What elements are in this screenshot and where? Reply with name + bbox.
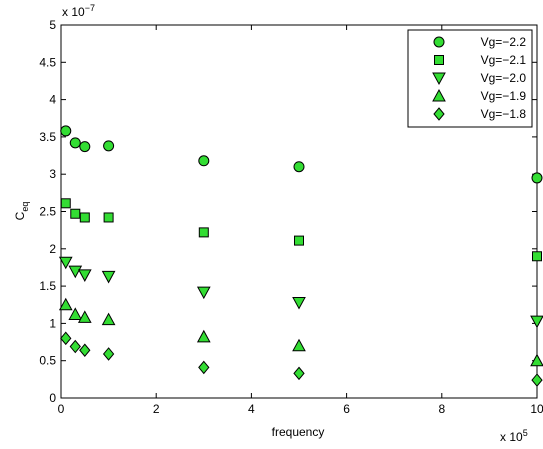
data-point-circle [103, 140, 115, 152]
y-tick-label: 3 [49, 167, 56, 181]
x-tick-label: 10 [530, 402, 543, 416]
y-axis-label-main: C [13, 211, 27, 220]
y-tick-label: 5 [49, 18, 56, 32]
data-point-triangle-down [68, 265, 83, 279]
data-point-triangle-up [196, 329, 211, 343]
series-5 [60, 331, 543, 387]
y-tick-label: 0 [49, 391, 56, 405]
data-point-circle [531, 172, 543, 184]
legend-entry-label: Vg=−1.8 [481, 107, 527, 121]
y-tick-label: 0.5 [39, 354, 56, 368]
data-point-square [294, 235, 304, 246]
series-4 [58, 297, 543, 367]
data-point-diamond [531, 373, 543, 387]
data-point-triangle-up [292, 338, 306, 352]
legend-box [407, 29, 533, 128]
y-tick-label: 1 [49, 316, 56, 330]
legend-marker-diamond [433, 107, 445, 121]
x-axis-label: frequency [272, 425, 325, 439]
x-tick-label: 2 [153, 402, 160, 416]
data-point-triangle-up [77, 310, 92, 323]
legend-entry-label: Vg=−2.0 [481, 71, 527, 85]
data-point-triangle-down [292, 297, 306, 310]
data-point-diamond [79, 343, 91, 358]
axis-labels: frequency Ceq x 10−7 x 105 [13, 3, 528, 444]
data-point-diamond [60, 331, 72, 346]
legend-entry-label: Vg=−1.9 [481, 89, 527, 103]
x-tick-label: 8 [438, 402, 445, 416]
y-tick-label: 3.5 [39, 130, 56, 144]
legend-marker-triangle-up [432, 88, 446, 102]
series-2 [60, 198, 542, 262]
y-tick-label: 4 [49, 93, 56, 107]
x-tick-label: 0 [58, 402, 65, 416]
y-tick-label: 2.5 [39, 205, 56, 219]
data-point-circle [69, 137, 81, 149]
y-multiplier: x 10−7 [62, 3, 95, 19]
data-point-square [198, 227, 209, 238]
legend-entry-label: Vg=−2.2 [481, 35, 527, 49]
legend-marker-square [434, 55, 444, 65]
legend: Vg=−2.2 Vg=−2.1 Vg=−2.0 Vg=−1.9 Vg=−1.8 [407, 29, 533, 128]
y-multiplier-exp: −7 [85, 3, 95, 13]
x-multiplier-exp: 5 [523, 428, 528, 438]
y-axis-label-sub: eq [20, 202, 30, 212]
data-point-triangle-up [58, 297, 73, 311]
data-point-circle [79, 141, 91, 153]
data-point-diamond [102, 347, 115, 361]
x-multiplier-base: x 10 [500, 430, 523, 444]
legend-marker-triangle-down [432, 72, 446, 86]
data-point-circle [60, 125, 72, 137]
data-markers [58, 125, 543, 387]
data-point-diamond [293, 366, 305, 381]
data-point-diamond [198, 360, 210, 375]
series-3 [58, 256, 543, 329]
data-point-triangle-up [530, 353, 543, 367]
data-point-triangle-down [196, 286, 211, 300]
legend-marker-circle [433, 36, 445, 48]
y-axis-label: Ceq [13, 202, 30, 221]
y-multiplier-base: x 10 [62, 5, 85, 19]
data-point-triangle-down [58, 256, 73, 270]
x-tick-label: 6 [343, 402, 350, 416]
series-1 [60, 125, 543, 184]
x-multiplier: x 105 [500, 428, 528, 444]
y-tick-label: 4.5 [39, 55, 56, 69]
data-point-square [103, 212, 114, 223]
axis-ticks: 0 2 4 6 8 10 0 0.5 1 1.5 2 2.5 3 3.5 4 4.5 5 [39, 18, 543, 416]
data-point-triangle-down [530, 315, 543, 329]
x-tick-label: 4 [248, 402, 255, 416]
legend-entry-label: Vg=−2.1 [481, 53, 527, 67]
data-point-triangle-down [101, 270, 116, 284]
data-point-circle [293, 161, 305, 173]
data-point-square [60, 198, 71, 209]
data-point-triangle-up [68, 307, 83, 320]
y-tick-label: 2 [49, 242, 56, 256]
data-point-triangle-down [77, 269, 92, 282]
data-point-square [70, 208, 81, 219]
data-point-circle [198, 155, 210, 167]
data-point-triangle-up [101, 312, 116, 326]
data-point-diamond [69, 339, 81, 354]
data-point-square [79, 212, 90, 223]
data-point-square [532, 251, 542, 262]
y-tick-label: 1.5 [39, 279, 56, 293]
